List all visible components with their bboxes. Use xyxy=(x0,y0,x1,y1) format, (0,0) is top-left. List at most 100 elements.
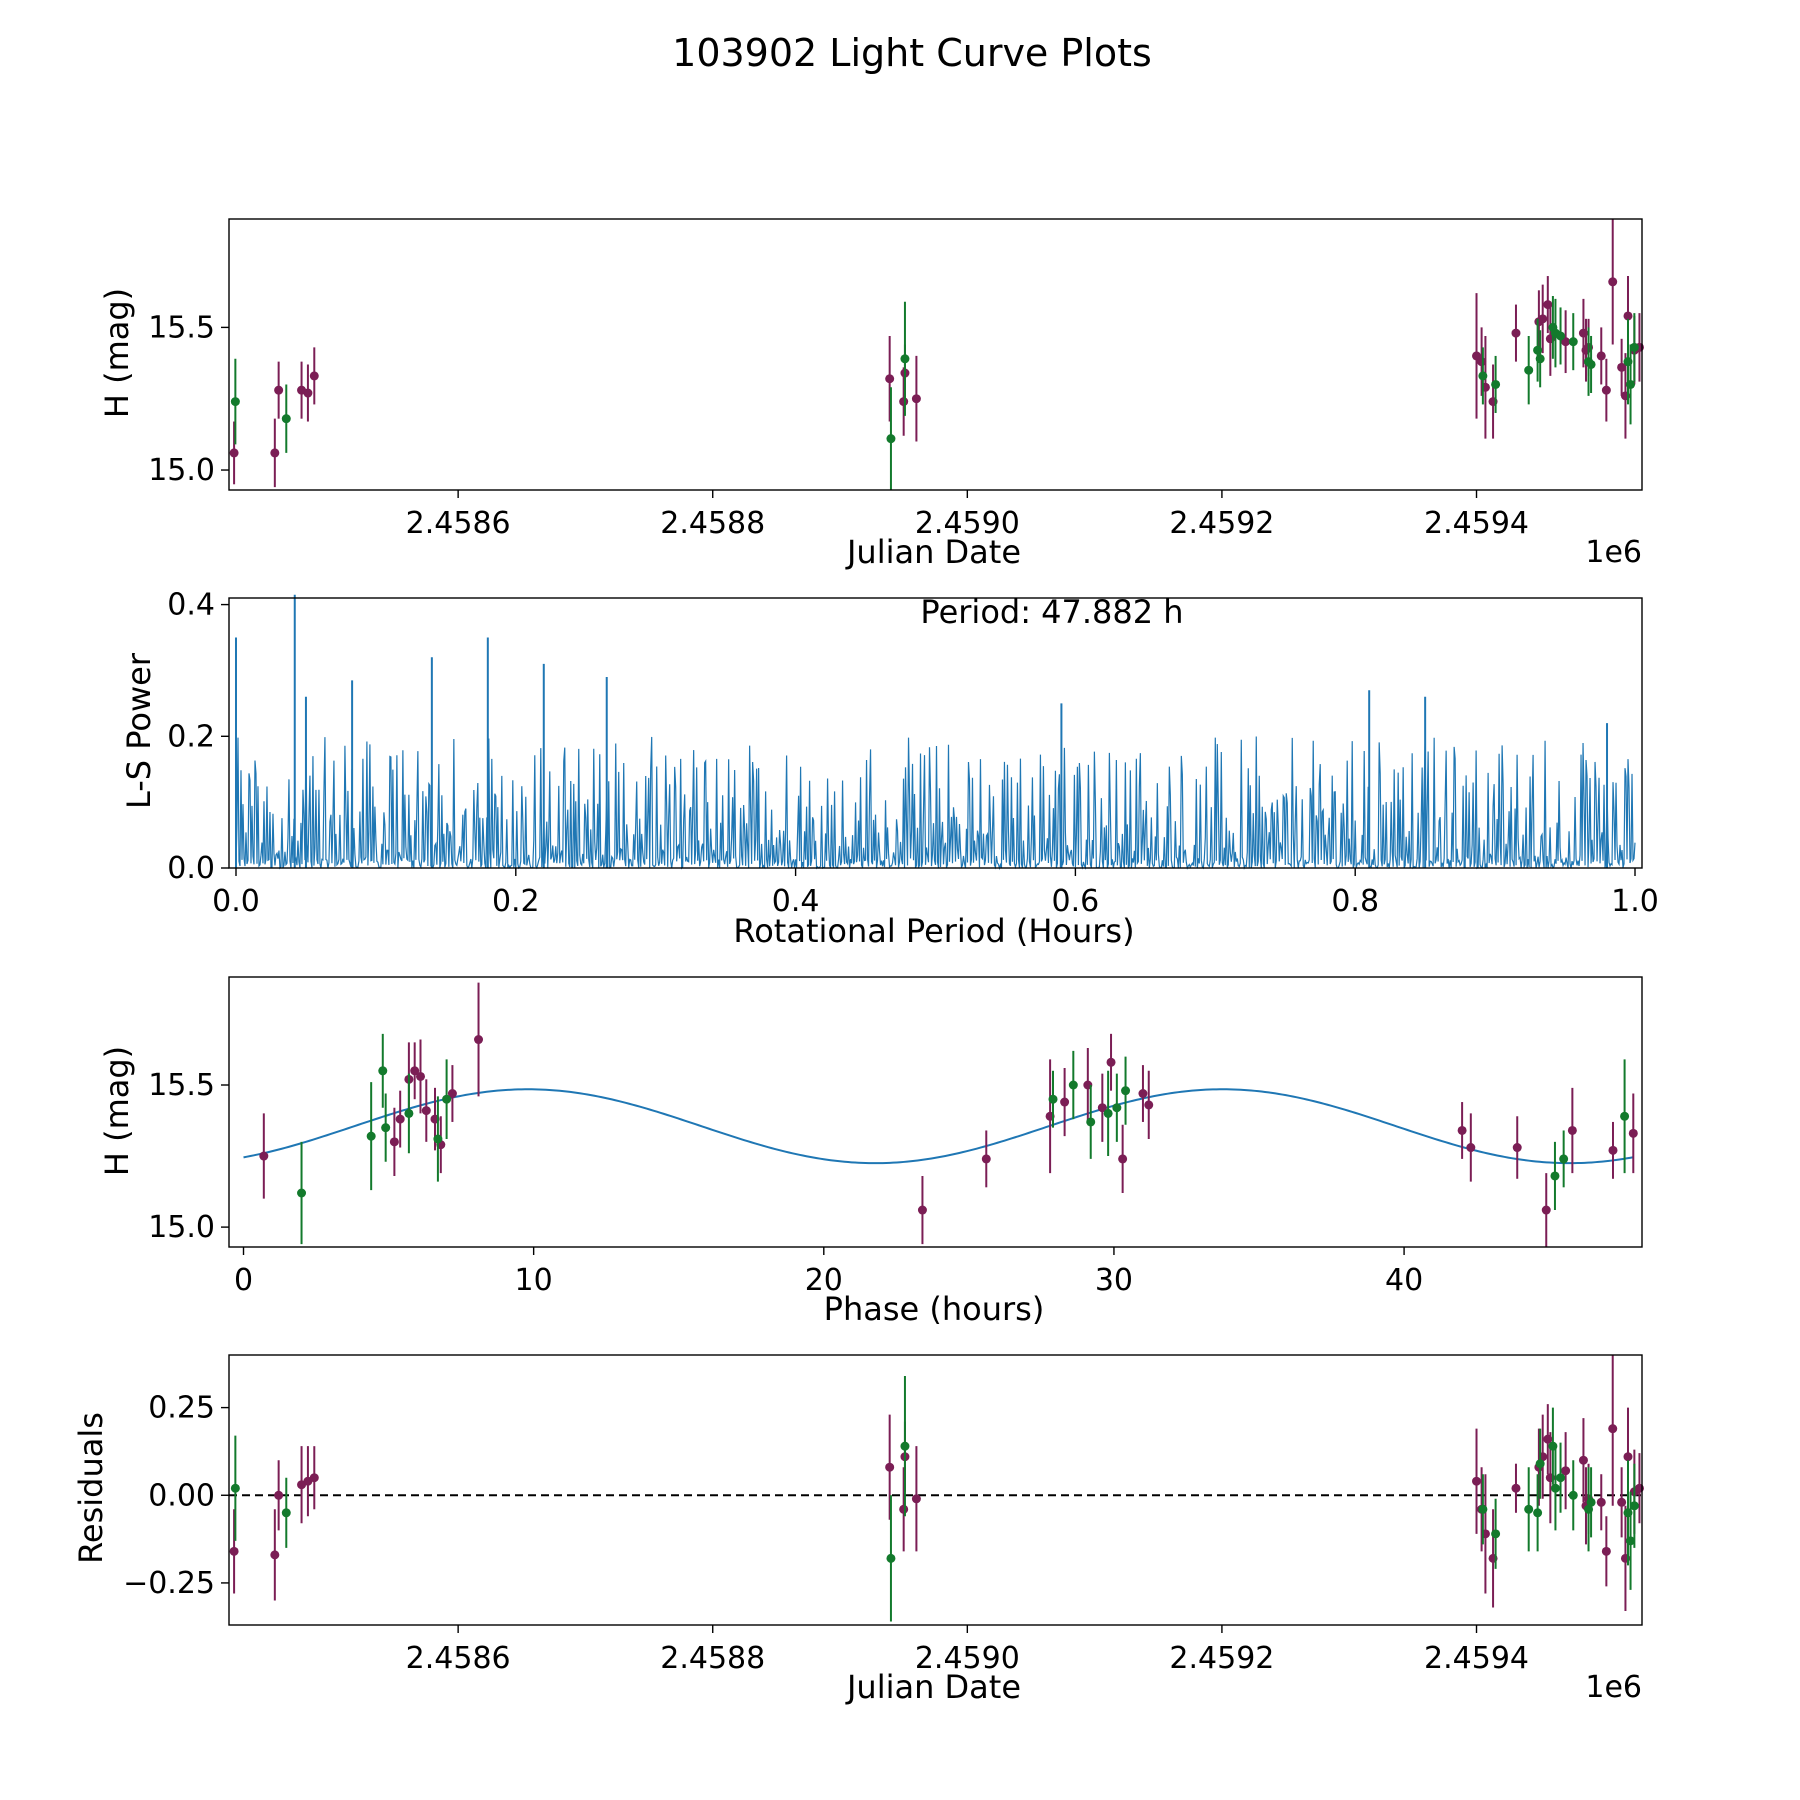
lightcurve-point xyxy=(1524,365,1534,375)
residuals-xlabel: Julian Date xyxy=(845,1668,1021,1706)
residuals-point xyxy=(1491,1529,1501,1539)
phased-point xyxy=(389,1137,399,1147)
residuals-point xyxy=(1556,1473,1566,1483)
phased-point xyxy=(1457,1125,1467,1135)
lightcurve-point xyxy=(885,374,895,384)
phased-point xyxy=(1106,1057,1116,1067)
lightcurve-ytick-label: 15.0 xyxy=(148,453,215,488)
residuals-panel: 2.4586 2.4588 2.4590 2.4592 2.4594 0.25 0.00 −0… xyxy=(123,1354,1644,1676)
residuals-frame xyxy=(228,1354,1643,1626)
phased-point xyxy=(1121,1086,1131,1096)
lightcurve-offset-label: 1e6 xyxy=(1585,535,1642,570)
periodogram-xtick-label: 0.6 xyxy=(1052,884,1100,919)
lightcurve-point xyxy=(229,448,239,458)
lightcurve-point xyxy=(900,354,910,364)
lightcurve-xtick-label: 2.4586 xyxy=(406,506,511,541)
residuals-point xyxy=(309,1473,319,1483)
residuals-point xyxy=(281,1508,291,1518)
periodogram-xlabel: Rotational Period (Hours) xyxy=(733,912,1134,950)
residuals-point xyxy=(1626,1536,1636,1546)
phased-fit-line xyxy=(243,1088,1634,1165)
periodogram-ytick-label: 0.4 xyxy=(167,588,215,623)
lightcurve-xtick-label: 2.4594 xyxy=(1424,506,1529,541)
residuals-point xyxy=(899,1504,909,1514)
residuals-point xyxy=(1578,1455,1588,1465)
phased-point xyxy=(366,1131,376,1141)
residuals-point xyxy=(1629,1501,1639,1511)
phased-point xyxy=(381,1123,391,1133)
periodogram-xtick-label: 0.2 xyxy=(492,884,540,919)
phased-point xyxy=(1512,1143,1522,1153)
residuals-point xyxy=(1472,1476,1482,1486)
phased-point xyxy=(1550,1171,1560,1181)
residuals-xtick-label: 2.4588 xyxy=(660,1641,765,1676)
lightcurve-point xyxy=(1608,277,1618,287)
lightcurve-point xyxy=(309,371,319,381)
lightcurve-ytick-label: 15.5 xyxy=(148,310,215,345)
periodogram-xtick-label: 0.4 xyxy=(772,884,820,919)
lightcurve-ylabel: H (mag) xyxy=(98,288,136,418)
phased-xlabel: Phase (hours) xyxy=(824,1290,1045,1328)
periodogram-line xyxy=(235,736,1636,871)
residuals-xtick-label: 2.4590 xyxy=(915,1641,1020,1676)
residuals-point xyxy=(229,1546,239,1556)
lightcurve-point xyxy=(270,448,280,458)
phased-ylabel: H (mag) xyxy=(98,1046,136,1176)
phased-point xyxy=(1608,1145,1618,1155)
phased-point xyxy=(404,1108,414,1118)
residuals-offset-label: 1e6 xyxy=(1585,1670,1642,1705)
lightcurve-point xyxy=(1623,311,1633,321)
phased-point xyxy=(395,1114,405,1124)
residuals-point xyxy=(885,1462,895,1472)
phased-point xyxy=(1628,1128,1638,1138)
residuals-point xyxy=(1617,1497,1627,1507)
lightcurve-frame xyxy=(228,218,1643,491)
phased-xtick-label: 20 xyxy=(805,1263,843,1298)
residuals-point xyxy=(1568,1490,1578,1500)
periodogram-ytick-label: 0.2 xyxy=(167,719,215,754)
lightcurve-panel: 2.4586 2.4588 2.4590 2.4592 2.4594 15.0 15.5 xyxy=(148,218,1644,541)
lightcurve-point xyxy=(1538,314,1548,324)
phased-point xyxy=(1060,1097,1070,1107)
phased-point xyxy=(474,1035,484,1045)
residuals-xtick-label: 2.4586 xyxy=(406,1641,511,1676)
periodogram-xtick-label: 0.0 xyxy=(212,884,260,919)
periodogram-xtick-label: 1.0 xyxy=(1611,884,1659,919)
phased-point xyxy=(1144,1100,1154,1110)
phased-point xyxy=(1068,1080,1078,1090)
lightcurve-xlabel: Julian Date xyxy=(845,533,1021,571)
residuals-ylabel: Residuals xyxy=(72,1412,110,1564)
phased-point xyxy=(1466,1143,1476,1153)
phased-point xyxy=(1559,1154,1569,1164)
lightcurve-point xyxy=(1617,362,1627,372)
phased-point xyxy=(917,1205,927,1215)
lightcurve-point xyxy=(1629,342,1639,352)
phased-xtick-label: 40 xyxy=(1385,1263,1423,1298)
phased-point xyxy=(1086,1117,1096,1127)
phased-frame xyxy=(228,976,1643,1248)
residuals-ytick-label: 0.00 xyxy=(148,1478,215,1513)
lightcurve-point xyxy=(899,397,909,407)
lightcurve-point xyxy=(303,388,313,398)
residuals-point xyxy=(1511,1483,1521,1493)
residuals-point xyxy=(900,1441,910,1451)
lightcurve-point xyxy=(1626,379,1636,389)
residuals-ytick-label: 0.25 xyxy=(148,1391,215,1426)
phased-ytick-label: 15.0 xyxy=(148,1210,215,1245)
residuals-point xyxy=(1608,1424,1618,1434)
phased-point xyxy=(1620,1111,1630,1121)
lightcurve-point xyxy=(1478,371,1488,381)
residuals-point xyxy=(1586,1497,1596,1507)
residuals-point xyxy=(1524,1504,1534,1514)
residuals-xtick-label: 2.4592 xyxy=(1169,1641,1274,1676)
lightcurve-point xyxy=(1556,331,1566,341)
phased-point xyxy=(1048,1094,1058,1104)
residuals-point xyxy=(230,1483,240,1493)
residuals-point xyxy=(886,1553,896,1563)
lightcurve-xtick-label: 2.4588 xyxy=(660,506,765,541)
lightcurve-point xyxy=(1511,328,1521,338)
residuals-point xyxy=(1550,1483,1560,1493)
periodogram-xtick-label: 0.8 xyxy=(1331,884,1379,919)
phased-point xyxy=(378,1066,388,1076)
